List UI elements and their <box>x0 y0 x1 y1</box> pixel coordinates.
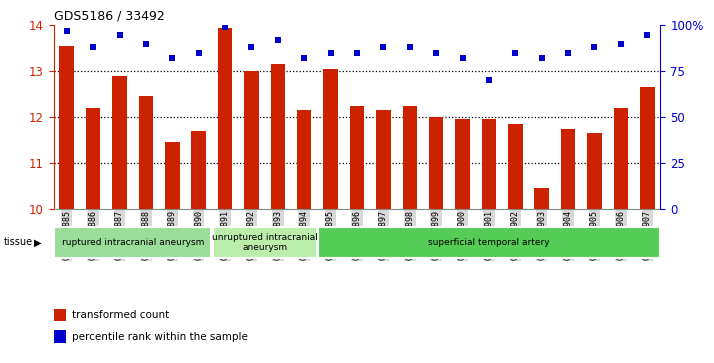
Point <box>404 45 416 50</box>
Bar <box>191 131 206 209</box>
Point <box>589 45 600 50</box>
Point <box>325 50 336 56</box>
Bar <box>508 124 523 209</box>
Bar <box>482 119 496 209</box>
Bar <box>613 108 628 209</box>
Text: transformed count: transformed count <box>72 310 169 320</box>
Text: percentile rank within the sample: percentile rank within the sample <box>72 332 248 342</box>
Bar <box>403 106 417 209</box>
Point <box>219 24 231 30</box>
Bar <box>218 28 232 209</box>
FancyBboxPatch shape <box>213 227 316 258</box>
Point <box>298 56 310 61</box>
Point <box>536 56 548 61</box>
Point <box>166 56 178 61</box>
Text: ▶: ▶ <box>34 237 42 247</box>
Point <box>642 32 653 37</box>
Bar <box>376 110 391 209</box>
Point <box>246 45 257 50</box>
Bar <box>350 106 364 209</box>
Point <box>483 77 495 83</box>
Bar <box>59 46 74 209</box>
Text: ruptured intracranial aneurysm: ruptured intracranial aneurysm <box>61 238 204 247</box>
Bar <box>54 309 66 321</box>
Point <box>615 41 627 46</box>
Point <box>87 45 99 50</box>
Point <box>378 45 389 50</box>
Bar <box>323 69 338 209</box>
FancyBboxPatch shape <box>54 227 211 258</box>
Bar <box>560 129 575 209</box>
Point <box>510 50 521 56</box>
Bar <box>112 76 127 209</box>
Bar <box>429 117 443 209</box>
Bar <box>165 142 179 209</box>
Bar <box>244 71 258 209</box>
Bar <box>640 87 655 209</box>
Bar <box>456 119 470 209</box>
Point <box>114 32 125 37</box>
Bar <box>86 108 101 209</box>
Point <box>193 50 204 56</box>
Bar <box>139 97 154 209</box>
Bar <box>587 133 602 209</box>
Bar <box>297 110 311 209</box>
Bar <box>271 64 285 209</box>
Point <box>61 28 72 34</box>
Point <box>140 41 151 46</box>
Point <box>351 50 363 56</box>
Point <box>457 56 468 61</box>
Text: superficial temporal artery: superficial temporal artery <box>428 238 550 247</box>
Bar <box>54 330 66 343</box>
Point <box>431 50 442 56</box>
Text: tissue: tissue <box>4 237 33 247</box>
Text: unruptured intracranial
aneurysm: unruptured intracranial aneurysm <box>212 233 318 252</box>
Point <box>272 37 283 43</box>
FancyBboxPatch shape <box>318 227 660 258</box>
Bar <box>535 188 549 209</box>
Text: GDS5186 / 33492: GDS5186 / 33492 <box>54 9 164 22</box>
Point <box>563 50 574 56</box>
